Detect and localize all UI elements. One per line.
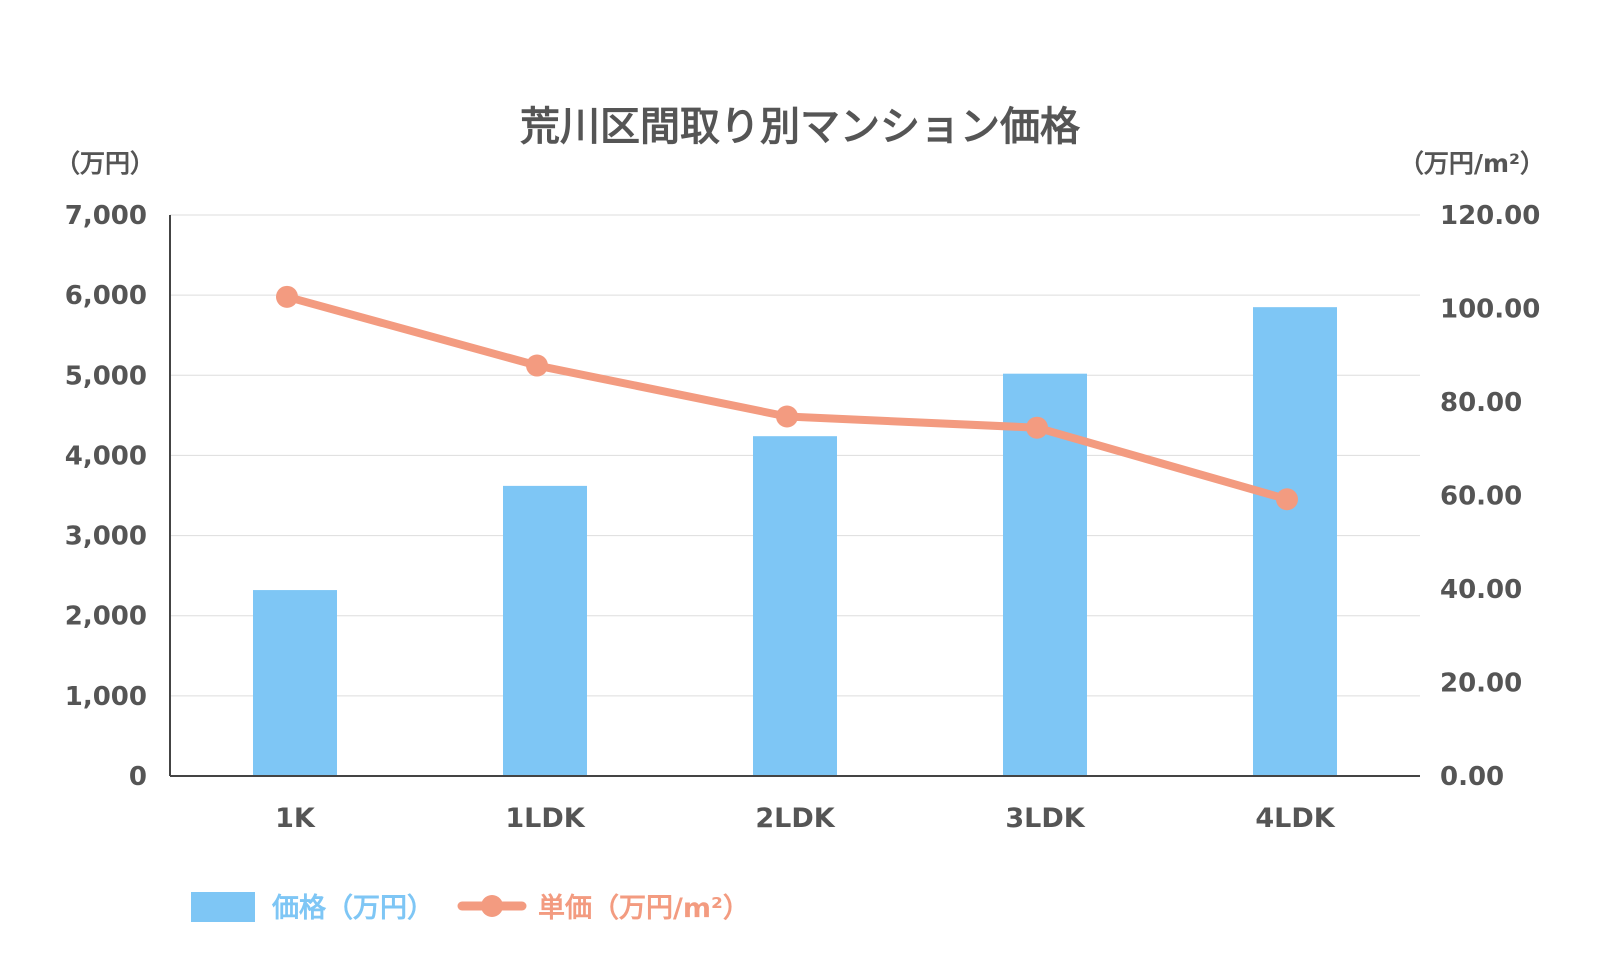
x-axis-labels: 1K 1LDK 2LDK 3LDK 4LDK [275, 803, 1336, 834]
left-tick-label: 4,000 [65, 441, 147, 471]
line-point [276, 285, 298, 308]
bar [503, 485, 587, 776]
right-tick-label: 0.00 [1440, 762, 1504, 792]
left-tick-label: 1,000 [65, 682, 147, 712]
left-axis-ticks: 0 1,000 2,000 3,000 4,000 5,000 6,000 7,000 [65, 201, 147, 792]
right-tick-label: 20.00 [1440, 669, 1522, 699]
bar [1253, 307, 1337, 776]
right-tick-label: 120.00 [1440, 201, 1540, 231]
line-point [526, 354, 548, 377]
left-tick-label: 2,000 [65, 602, 147, 632]
right-tick-label: 40.00 [1440, 575, 1522, 605]
right-tick-label: 60.00 [1440, 482, 1522, 512]
x-tick-label: 4LDK [1255, 803, 1335, 834]
left-tick-label: 6,000 [65, 281, 147, 311]
bar-series [253, 307, 1337, 776]
bar [253, 590, 337, 776]
legend-line-marker [481, 895, 503, 917]
right-axis-ticks: 0.00 20.00 40.00 60.00 80.00 100.00 120.00 [1440, 201, 1540, 792]
legend-bar-swatch [191, 892, 255, 922]
left-tick-label: 5,000 [65, 361, 147, 391]
line-series [276, 285, 1298, 511]
left-axis-unit: （万円） [55, 149, 155, 178]
x-tick-label: 2LDK [755, 803, 835, 834]
chart-title: 荒川区間取り別マンション価格 [520, 104, 1081, 150]
legend: 価格（万円） 単価（万円/m²） [191, 892, 750, 924]
x-tick-label: 3LDK [1005, 803, 1085, 834]
line-point [1026, 416, 1048, 439]
x-tick-label: 1LDK [505, 803, 585, 834]
right-tick-label: 100.00 [1440, 295, 1540, 325]
legend-line-label: 単価（万円/m²） [538, 892, 750, 924]
line-point [776, 405, 798, 428]
left-tick-label: 7,000 [65, 201, 147, 231]
legend-bar-label: 価格（万円） [271, 893, 434, 924]
right-axis-unit: （万円/m²） [1399, 149, 1545, 178]
right-tick-label: 80.00 [1440, 388, 1522, 418]
bar [753, 436, 837, 776]
x-tick-label: 1K [275, 803, 316, 834]
left-tick-label: 0 [129, 762, 147, 792]
left-tick-label: 3,000 [65, 522, 147, 552]
line-point [1276, 488, 1298, 511]
